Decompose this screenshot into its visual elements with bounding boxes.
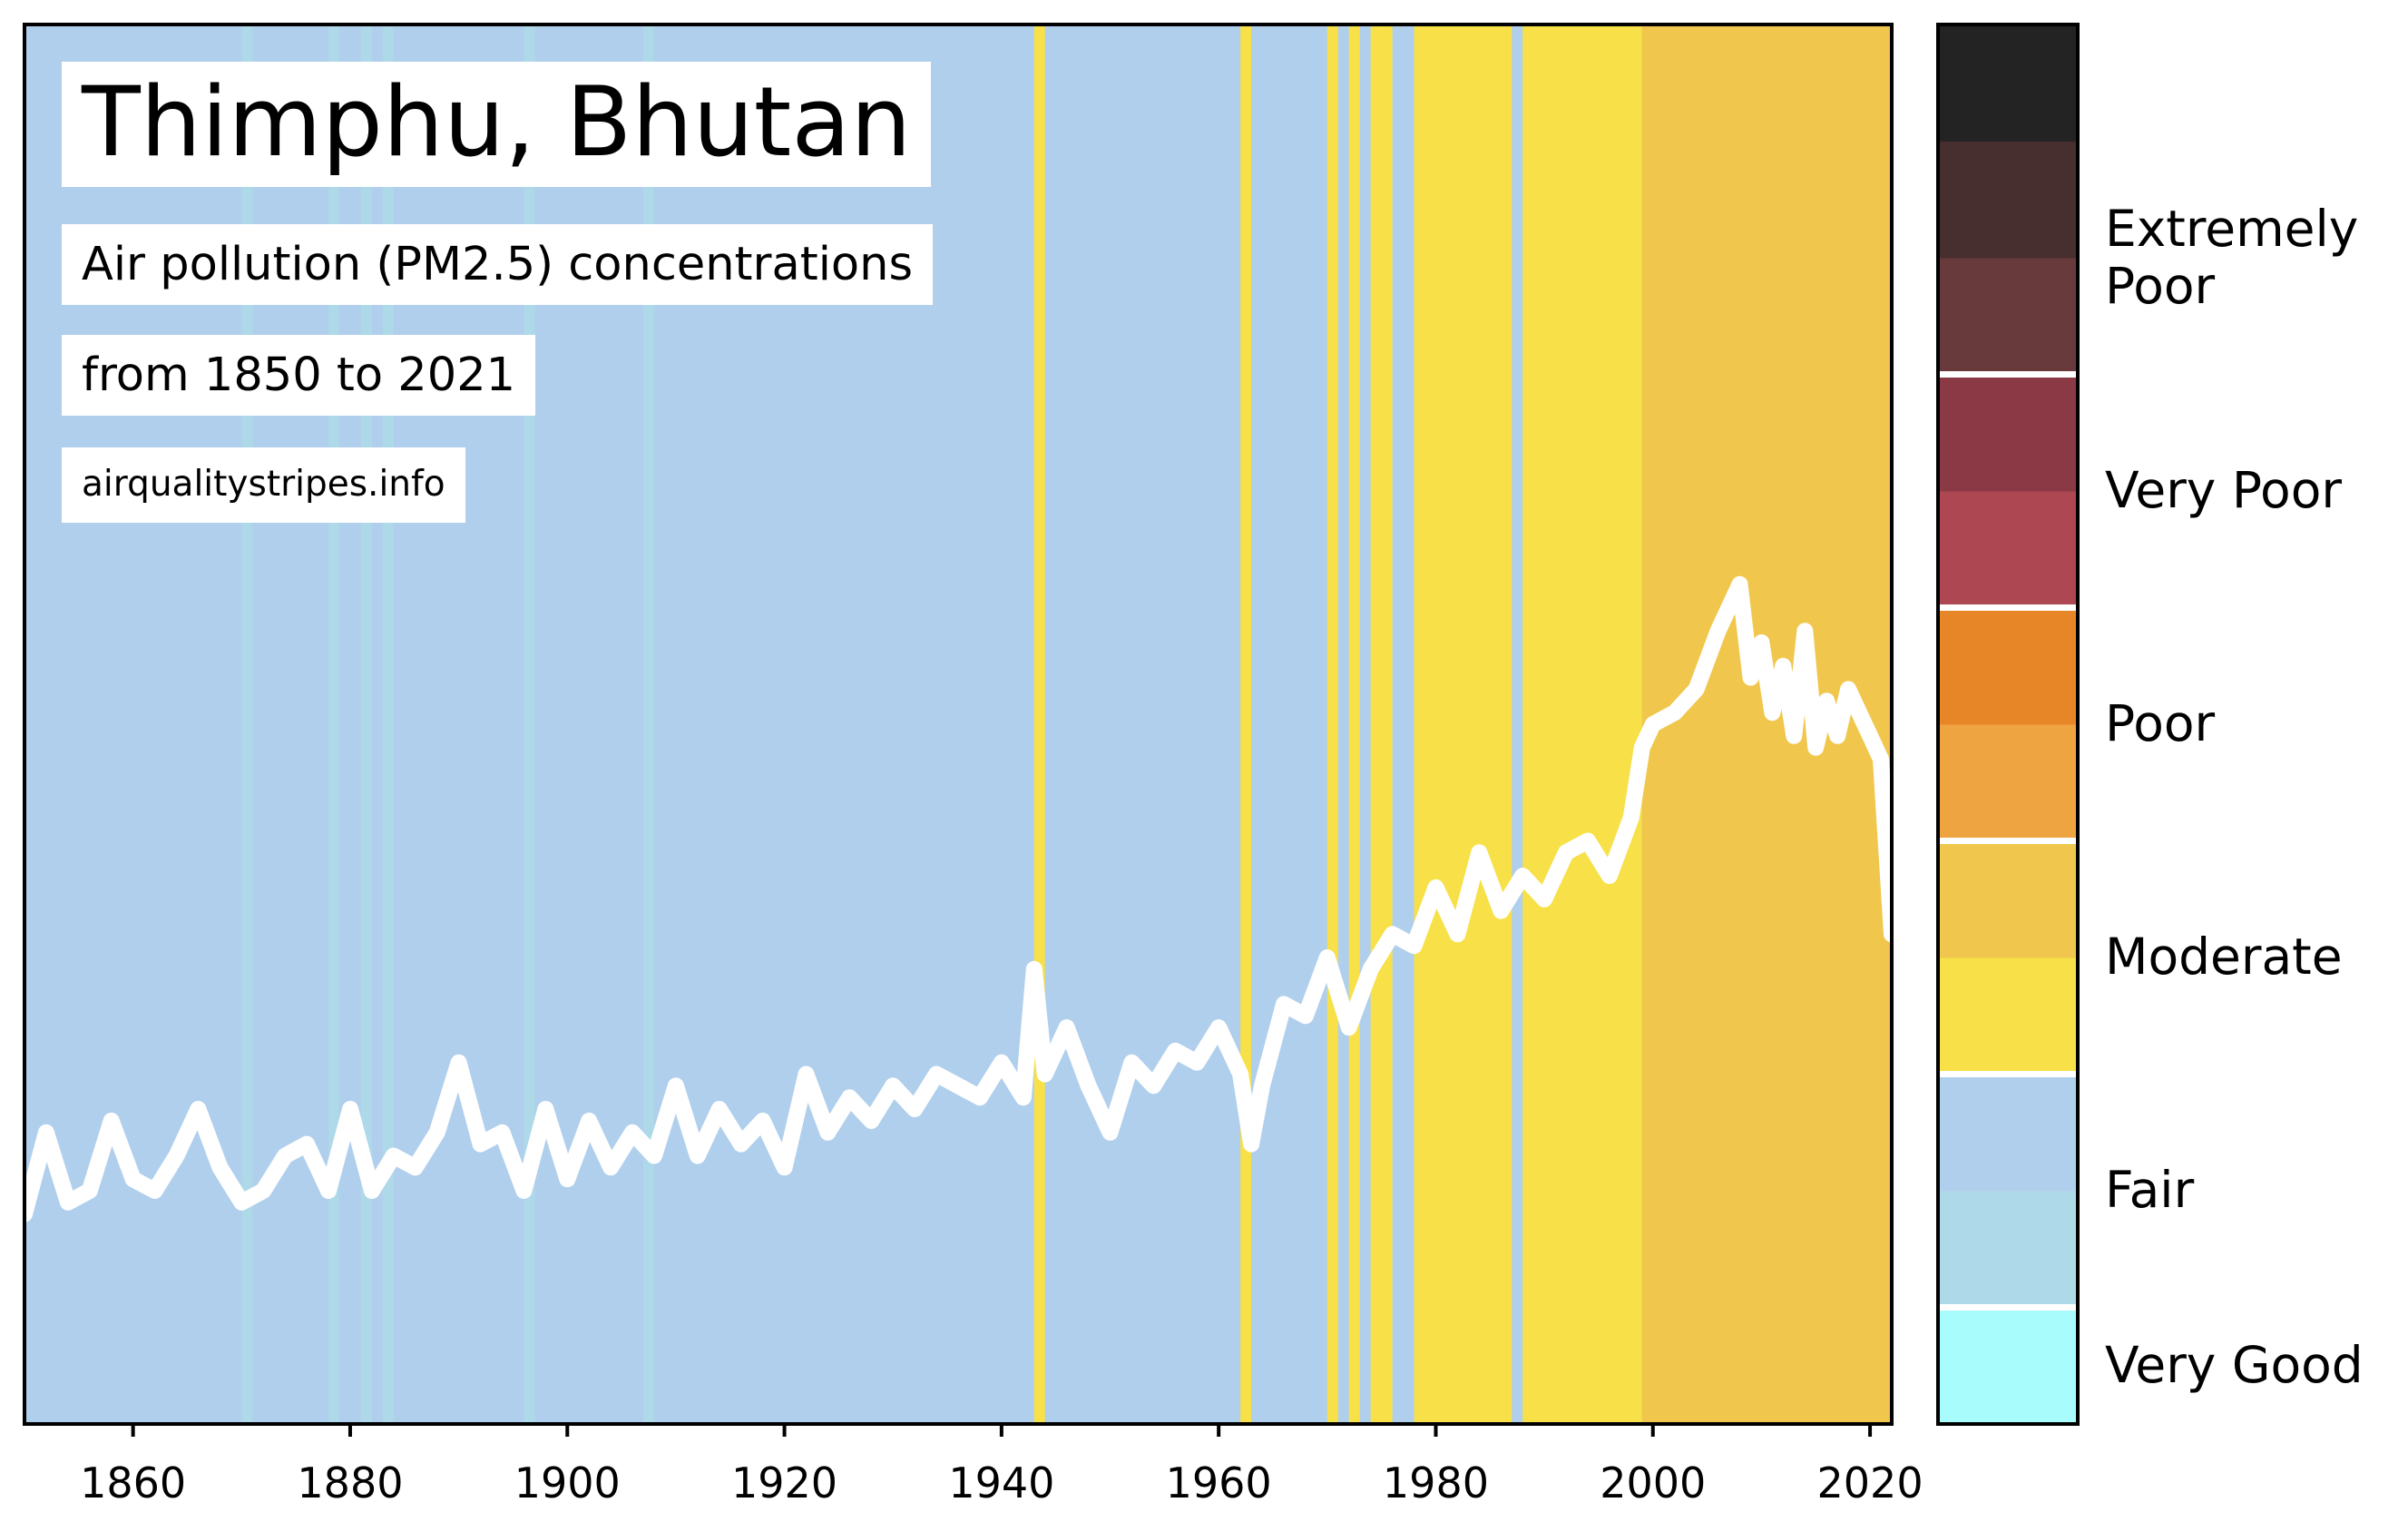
stripe-1988 <box>1522 25 1642 1424</box>
x-tick-label-1940: 1940 <box>948 1458 1055 1507</box>
stripe-1962 <box>1240 25 1252 1424</box>
pm25-trend-line <box>16 575 1900 1223</box>
colorbar-segment-11 <box>1938 25 2078 142</box>
colorbar-label-extremely-poor: Extremely Poor <box>2105 200 2359 316</box>
chart-source: airqualitystripes.info <box>62 447 465 523</box>
x-tick-label-2020: 2020 <box>1816 1458 1923 1507</box>
x-tick-label-2000: 2000 <box>1600 1458 1707 1507</box>
colorbar-segment-4 <box>1938 840 2078 958</box>
colorbar-label-fair: Fair <box>2105 1161 2195 1219</box>
colorbar-segment-9 <box>1938 258 2078 375</box>
colorbar-segment-3 <box>1938 957 2078 1075</box>
colorbar-label-very-good: Very Good <box>2105 1335 2364 1394</box>
x-axis-ticks <box>131 1424 1873 1437</box>
colorbar-segment-6 <box>1938 607 2078 725</box>
colorbar-label-very-poor: Very Poor <box>2105 461 2342 519</box>
colorbar-segment-5 <box>1938 724 2078 841</box>
stripe-1970 <box>1326 25 1338 1424</box>
chart-subtitle: Air pollution (PM2.5) concentrations <box>62 224 934 306</box>
stripe-1999 <box>1641 25 1892 1424</box>
x-tick-label-1920: 1920 <box>731 1458 838 1507</box>
colorbar-segment-2 <box>1938 1074 2078 1192</box>
x-tick-label-1960: 1960 <box>1165 1458 1272 1507</box>
x-tick-label-1880: 1880 <box>297 1458 404 1507</box>
x-tick-label-1900: 1900 <box>514 1458 621 1507</box>
stripe-1896 <box>524 25 535 1424</box>
stripe-1883 <box>382 25 394 1424</box>
stripe-1974 <box>1370 25 1393 1424</box>
colorbar-segment-10 <box>1938 141 2078 259</box>
plot-frame <box>23 23 1894 1426</box>
stripe-1881 <box>360 25 372 1424</box>
stripe-1943 <box>1033 25 1045 1424</box>
colorbar-segment-0 <box>1938 1307 2078 1425</box>
colorbar-label-poor: Poor <box>2105 694 2216 752</box>
stripe-1972 <box>1348 25 1360 1424</box>
stripe-1870 <box>241 25 253 1424</box>
x-tick-label-1860: 1860 <box>80 1458 187 1507</box>
colorbar-segment-1 <box>1938 1191 2078 1308</box>
colorbar-segment-8 <box>1938 374 2078 492</box>
chart-year-range: from 1850 to 2021 <box>62 335 536 417</box>
chart-title: Thimphu, Bhutan <box>62 62 932 187</box>
stripe-1878 <box>328 25 339 1424</box>
stripe-1978 <box>1414 25 1512 1424</box>
colorbar-frame <box>1936 23 2080 1426</box>
colorbar-segment-7 <box>1938 491 2078 608</box>
stripe-1907 <box>643 25 654 1424</box>
colorbar-label-moderate: Moderate <box>2105 928 2343 986</box>
colorbar <box>1938 25 2078 1425</box>
x-tick-label-1980: 1980 <box>1382 1458 1489 1507</box>
